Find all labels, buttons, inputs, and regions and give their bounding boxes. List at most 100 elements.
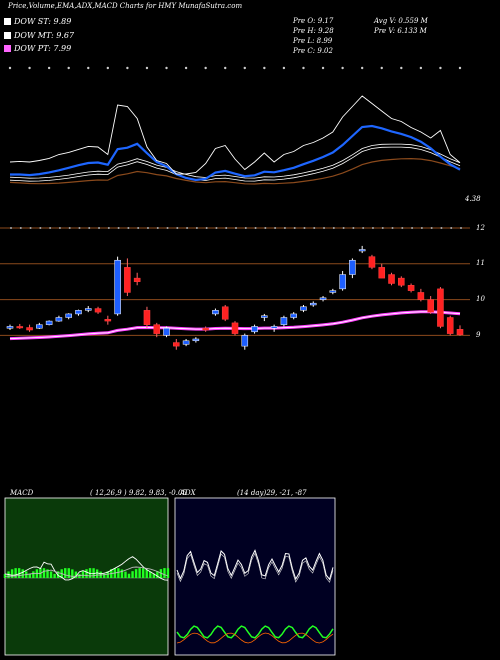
marker-dot (293, 227, 296, 229)
candle (16, 326, 24, 329)
marker-dot (371, 227, 374, 229)
macd-histogram-bar (21, 569, 24, 578)
candle (388, 274, 395, 284)
macd-histogram-bar (14, 568, 17, 578)
marker-dot (274, 227, 277, 229)
candle (407, 285, 415, 291)
marker-dot (58, 227, 61, 229)
macd-histogram-bar (49, 571, 53, 578)
marker-dot (137, 227, 140, 229)
marker-dot (244, 227, 247, 229)
candle (437, 288, 444, 327)
marker-dot (98, 227, 101, 229)
marker-dot (283, 227, 286, 229)
macd-histogram-bar (124, 571, 127, 578)
marker-dot (204, 66, 207, 70)
marker-dot (302, 66, 305, 70)
macd-histogram-bar (32, 571, 35, 578)
marker-dot (401, 227, 404, 229)
marker-dot (362, 227, 365, 229)
marker-dot (391, 227, 394, 229)
macd-histogram-bar (81, 571, 85, 578)
macd-histogram-bar (103, 573, 106, 578)
macd-histogram-bar (134, 569, 138, 578)
pre-low: Pre L: 8.99 (293, 37, 333, 45)
marker-dot (67, 66, 70, 70)
macd-histogram-bar (117, 568, 120, 578)
marker-dot (126, 66, 129, 70)
marker-dot (411, 227, 414, 229)
legend-swatch (4, 45, 11, 52)
marker-dot (8, 66, 12, 70)
candle (300, 306, 307, 311)
macd-histogram-bar (74, 571, 78, 578)
macd-histogram-bar (145, 569, 148, 578)
marker-dot (195, 227, 198, 229)
marker-dot (360, 66, 364, 70)
candle (319, 297, 327, 300)
marker-dot (68, 227, 71, 229)
pre-high: Pre H: 9.28 (293, 27, 334, 35)
candle (94, 308, 102, 313)
candle (398, 277, 405, 286)
macd-histogram-bar (56, 571, 60, 578)
candle (124, 267, 131, 293)
adx-line-2 (176, 552, 334, 583)
macd-histogram-bar (131, 571, 134, 578)
marker-dot (263, 66, 266, 70)
legend-dow-mt: DOW MT: 9.67 (4, 31, 74, 40)
ytick-12: 12 (476, 224, 485, 232)
marker-dot (117, 227, 120, 229)
candle (143, 310, 151, 325)
ytick-10: 10 (476, 295, 485, 303)
pre-open: Pre O: 9.17 (293, 17, 334, 25)
marker-dot (205, 227, 208, 229)
candle (133, 277, 141, 282)
marker-dot (10, 227, 12, 229)
marker-dot (323, 227, 326, 229)
candle (231, 322, 239, 334)
marker-dot (342, 227, 345, 229)
adx-line (176, 549, 334, 581)
macd-histogram-bar (92, 568, 95, 578)
macd-histogram-bar (95, 569, 99, 578)
avg-volume: Avg V: 0.559 M (374, 17, 428, 25)
macd-histogram-bar (152, 573, 156, 578)
marker-dot (440, 227, 443, 229)
price-high-line (9, 95, 461, 175)
macd-label: MACD (10, 489, 34, 497)
macd-histogram-bar (53, 573, 56, 578)
marker-dot (47, 66, 51, 70)
marker-dot (184, 66, 188, 70)
ytick-9: 9 (476, 331, 481, 339)
marker-dot (235, 227, 237, 229)
candle (65, 313, 72, 318)
marker-dot (225, 227, 228, 229)
marker-dot (107, 227, 110, 229)
macd-histogram-bar (163, 568, 166, 578)
candle (378, 267, 386, 279)
candle (163, 327, 170, 336)
candle (358, 249, 366, 252)
macd-histogram-bar (166, 568, 170, 578)
macd-line (4, 556, 169, 581)
candle (75, 310, 82, 315)
candle (104, 319, 112, 322)
candle (339, 274, 346, 290)
candle (417, 292, 425, 300)
marker-dot (303, 227, 306, 229)
macd-histogram-bar (127, 573, 131, 578)
marker-dot (243, 66, 246, 70)
marker-dot (106, 66, 110, 70)
candle (309, 302, 317, 306)
candle (182, 340, 190, 345)
marker-dot (380, 66, 383, 70)
candle (290, 313, 297, 318)
macd-histogram-bar (71, 569, 74, 578)
macd-histogram-bar (156, 571, 159, 578)
marker-dot (176, 227, 179, 229)
marker-dot (224, 66, 227, 70)
macd-histogram-bar (149, 571, 152, 578)
macd-signal-line (4, 566, 169, 577)
